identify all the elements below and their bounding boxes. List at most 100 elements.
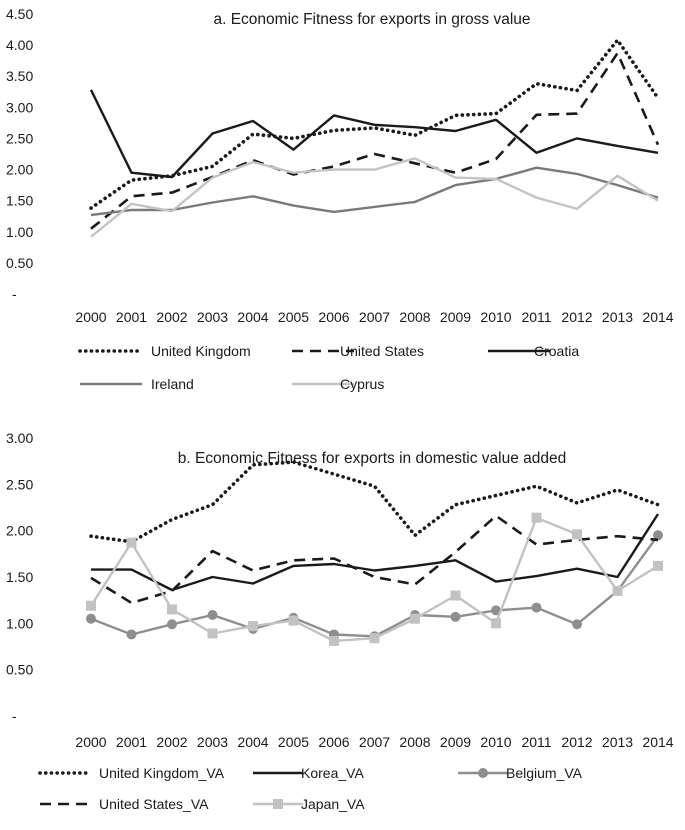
x-tick-label: 2010 [480,734,511,750]
legend-label-united-kingdom-va: United Kingdom_VA [99,765,225,781]
series-belgium-va [86,530,663,642]
x-tick-label: 2010 [480,309,511,325]
series-korea-va [91,513,660,592]
series-croatia [89,89,659,179]
y-tick-label: - [12,708,17,724]
x-tick-label: 2013 [602,734,633,750]
x-tick-label: 2013 [602,309,633,325]
chart-title: b. Economic Fitness for exports in domes… [178,450,567,467]
x-tick-label: 2004 [237,734,268,750]
series-line [90,51,660,230]
y-tick-label: 1.00 [6,224,33,240]
x-tick-label: 2012 [561,309,592,325]
series-cyprus [90,157,659,238]
data-point [86,613,96,624]
series-line [89,38,660,210]
data-point [612,585,623,596]
y-tick-label: - [12,286,17,302]
x-tick-label: 2006 [318,734,349,750]
x-tick-label: 2003 [197,734,228,750]
data-point [288,615,299,626]
legend-label-united-states-va: United States_VA [99,796,209,812]
x-tick-label: 2009 [440,309,471,325]
legend-label-korea-va: Korea_VA [301,765,364,781]
x-tick-label: 2002 [156,309,187,325]
y-tick-label: 4.50 [6,6,33,22]
x-tick-label: 2007 [359,309,390,325]
data-point [572,619,582,630]
x-tick-label: 2014 [642,734,673,750]
data-point [491,618,501,629]
x-tick-label: 2001 [116,734,147,750]
data-point [410,613,420,624]
data-point [491,605,501,616]
series-line [89,89,659,179]
legend-label-belgium-va: Belgium_VA [506,765,583,781]
chart-b: b. Economic Fitness for exports in domes… [6,430,674,812]
x-tick-label: 2012 [561,734,592,750]
data-point [167,619,177,630]
data-point [126,629,137,640]
y-tick-label: 3.50 [6,68,33,84]
x-tick-label: 2007 [359,734,390,750]
x-tick-label: 2011 [521,309,551,325]
y-tick-label: 3.00 [6,430,33,446]
data-point [126,537,137,548]
series-united-kingdom-va [89,460,660,544]
series-line [91,513,660,592]
legend-label-japan-va: Japan_VA [301,796,365,812]
data-point [248,621,258,632]
x-tick-label: 2009 [440,734,471,750]
x-tick-label: 2000 [75,309,106,325]
x-tick-label: 2003 [197,309,228,325]
y-tick-label: 0.50 [6,662,33,678]
data-point [207,628,218,639]
series-japan-va [86,512,663,646]
x-tick-label: 2005 [278,734,309,750]
data-point [329,635,339,646]
data-point [167,604,177,615]
series-line [90,157,659,238]
y-tick-label: 2.50 [6,130,33,146]
legend: United Kingdom_VA Korea_VA Belgium_VA Unite… [38,765,583,812]
series-ireland [90,166,659,217]
legend-marker [478,768,488,778]
y-tick-label: 2.00 [6,162,33,178]
series-united-kingdom [89,38,660,210]
x-tick-label: 2008 [399,309,430,325]
chart-title: a. Economic Fitness for exports in gross… [213,11,530,28]
y-tick-label: 1.50 [6,569,33,585]
legend-label-united-kingdom: United Kingdom [151,343,251,359]
x-tick-label: 2011 [521,734,551,750]
legend-label-croatia: Croatia [534,343,579,359]
x-tick-label: 2000 [75,734,106,750]
series-united-states-va [90,514,659,605]
chart-a: a. Economic Fitness for exports in gross… [6,6,674,392]
series-line [90,514,659,605]
data-point [653,530,663,541]
series-line [89,460,660,544]
legend-label-united-states: United States [340,343,424,359]
legend: United Kingdom United States Croatia Irelan… [78,343,579,392]
data-point [450,611,461,622]
x-tick-label: 2005 [278,309,309,325]
x-tick-label: 2004 [237,309,268,325]
series-line [90,166,659,217]
y-tick-label: 2.00 [6,523,33,539]
legend-label-cyprus: Cyprus [340,376,384,392]
data-point [531,602,542,613]
data-point [572,529,582,540]
legend-marker [273,799,283,809]
data-point [531,512,542,523]
series-united-states [90,51,660,230]
y-tick-label: 4.00 [6,37,33,53]
y-tick-label: 3.00 [6,99,33,115]
data-point [86,600,96,611]
data-point [653,560,663,571]
legend-label-ireland: Ireland [151,376,194,392]
y-tick-label: 1.00 [6,615,33,631]
x-tick-label: 2002 [156,734,187,750]
data-point [450,590,461,601]
